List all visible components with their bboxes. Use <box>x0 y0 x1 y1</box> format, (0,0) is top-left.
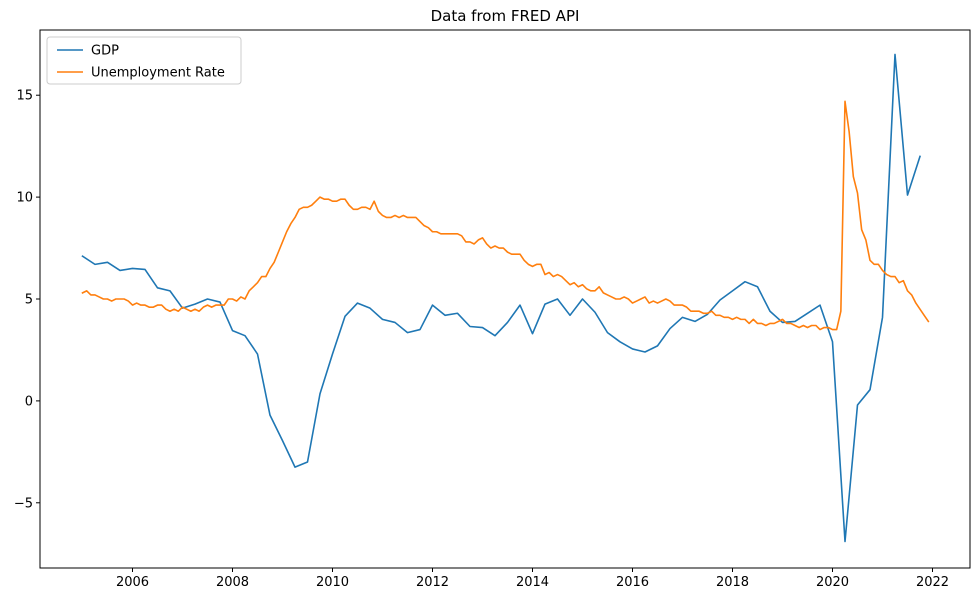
y-tick-label: 15 <box>16 89 33 104</box>
plot-area <box>39 29 971 569</box>
series-layer <box>81 53 930 543</box>
x-tick-label: 2014 <box>516 575 549 590</box>
x-tick-label: 2018 <box>716 575 749 590</box>
y-axis: −5 0 5 10 15 <box>14 89 40 511</box>
x-tick-label: 2008 <box>216 575 249 590</box>
x-tick-label: 2016 <box>616 575 649 590</box>
legend-box <box>46 36 242 85</box>
legend: GDP Unemployment Rate <box>46 36 242 85</box>
series-line-unemployment-rate <box>81 100 930 331</box>
y-tick-label: 5 <box>25 293 33 308</box>
y-tick-label: −5 <box>14 496 33 511</box>
x-tick-label: 2010 <box>316 575 349 590</box>
chart-title: Data from FRED API <box>431 7 580 25</box>
legend-label-gdp: GDP <box>91 44 119 59</box>
x-axis: 2006 2008 2010 2012 2014 2016 2018 2020 2022 <box>116 568 949 590</box>
x-tick-label: 2006 <box>116 575 149 590</box>
plot-background <box>40 30 970 568</box>
x-tick-label: 2012 <box>416 575 449 590</box>
x-tick-label: 2020 <box>816 575 849 590</box>
y-tick-label: 0 <box>25 394 33 409</box>
y-tick-label: 10 <box>16 191 33 206</box>
legend-label-unemployment-rate: Unemployment Rate <box>91 66 225 81</box>
x-tick-label: 2022 <box>916 575 949 590</box>
